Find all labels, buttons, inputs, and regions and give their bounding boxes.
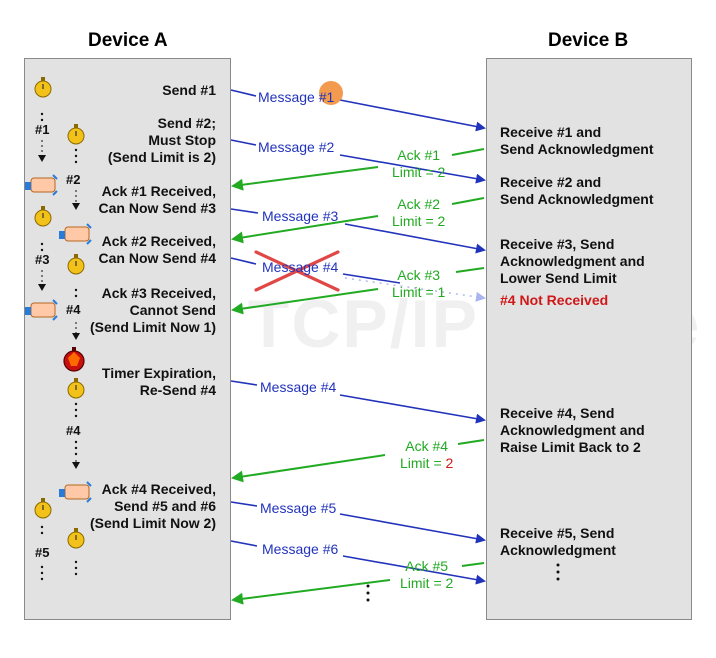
timeline-a-left (38, 112, 46, 581)
label-send-2: Send #2; Must Stop (Send Limit is 2) (107, 115, 216, 165)
tag-2: #2 (66, 172, 81, 187)
ack-1-limit: Limit = 2 (392, 164, 446, 180)
stopwatch-icon (67, 254, 85, 275)
tag-4-resend: #4 (66, 423, 81, 438)
stop-hand-icon (59, 223, 92, 245)
timeline-a-right (72, 148, 80, 576)
ack-arrow-3 (231, 267, 485, 315)
label-ack-3-received: Ack #3 Received, Cannot Send (Send Limit… (90, 285, 216, 335)
device-b-title: Device B (548, 30, 629, 51)
message-arrow-1 (230, 89, 486, 132)
ack-4-limit-value: 2 (445, 455, 454, 471)
message-label-6: Message #6 (262, 541, 339, 557)
ack-2-limit: Limit = 2 (392, 213, 446, 229)
ack-label-5: Ack #5 Limit = 2 (400, 558, 453, 592)
stop-hand-icon (59, 481, 92, 503)
ack-5-limit: Limit = 2 (400, 575, 454, 591)
label-ack-1-received: Ack #1 Received, Can Now Send #3 (98, 183, 216, 216)
ack-label-4: Ack #4 Limit = 2 (400, 438, 453, 472)
label-receive-5: Receive #5, Send Acknowledgment (500, 525, 616, 558)
message-label-4-lost: Message #4 (262, 259, 339, 275)
stopwatch-icon (67, 378, 85, 399)
message-arrow-3 (230, 208, 486, 254)
device-a-title: Device A (88, 30, 168, 51)
device-b-lane (486, 58, 692, 620)
message-arrow-5 (230, 501, 486, 544)
message-arrow-4-lost (230, 257, 401, 284)
stopwatch-icon (34, 206, 52, 227)
label-ack-4-received: Ack #4 Received, Send #5 and #6 (Send Li… (90, 481, 216, 531)
message-label-1: Message #1 (258, 89, 335, 105)
label-receive-2: Receive #2 and Send Acknowledgment (500, 174, 654, 207)
tag-5: #5 (35, 545, 50, 560)
ack-5-text: Ack #5 (405, 558, 449, 574)
ack-arrow-4 (231, 439, 485, 483)
tag-3: #3 (35, 252, 50, 267)
ack-4-limit: Limit = 2 (400, 455, 453, 472)
message-arrow-2 (230, 139, 486, 184)
stopwatch-icon (34, 498, 52, 519)
ack-3-limit: Limit = 1 (392, 284, 446, 300)
message-label-4: Message #4 (260, 379, 337, 395)
ack-label-3: Ack #3 Limit = 1 (392, 267, 445, 301)
message-label-3: Message #3 (262, 208, 339, 224)
stopwatch-icon (34, 77, 52, 98)
message-arrow-6 (230, 540, 486, 585)
ack-arrow-2 (231, 197, 485, 244)
label-send-1: Send #1 (162, 82, 216, 98)
label-receive-4: Receive #4, Send Acknowledgment and Rais… (500, 405, 645, 455)
message-arrow-4 (230, 380, 486, 424)
ack-arrow-5 (231, 562, 485, 605)
ack-arrow-1 (231, 148, 485, 191)
ack-label-2: Ack #2 Limit = 2 (392, 196, 445, 230)
ack-1-text: Ack #1 (397, 147, 441, 163)
label-ack-2-received: Ack #2 Received, Can Now Send #4 (98, 233, 216, 266)
message-arrow-4-lost-dotted (344, 277, 486, 302)
ack-3-text: Ack #3 (397, 267, 441, 283)
label-receive-3: Receive #3, Send Acknowledgment and Lowe… (500, 236, 645, 286)
stopwatch-icon (67, 528, 85, 549)
label-timer-expiration: Timer Expiration, Re-Send #4 (101, 365, 216, 398)
label-4-not-received: #4 Not Received (500, 292, 609, 308)
ellipsis-marks (366, 563, 560, 602)
stopwatch-icon (67, 124, 85, 145)
stop-hand-icon (25, 174, 58, 196)
ack-4-limit-prefix: Limit = (400, 455, 446, 471)
ack-2-text: Ack #2 (397, 196, 441, 212)
ack-label-1: Ack #1 Limit = 2 (392, 147, 445, 181)
message-label-2: Message #2 (258, 139, 335, 155)
tag-1: #1 (35, 122, 50, 137)
tag-4: #4 (66, 302, 81, 317)
label-receive-1: Receive #1 and Send Acknowledgment (500, 124, 654, 157)
expired-timer-icon (63, 347, 85, 372)
lost-x-mark (254, 250, 340, 292)
ack-4-text: Ack #4 (405, 438, 449, 454)
cursor-highlight (319, 81, 343, 105)
stop-hand-icon (25, 299, 58, 321)
message-label-5: Message #5 (260, 500, 337, 516)
device-a-lane (24, 58, 231, 620)
